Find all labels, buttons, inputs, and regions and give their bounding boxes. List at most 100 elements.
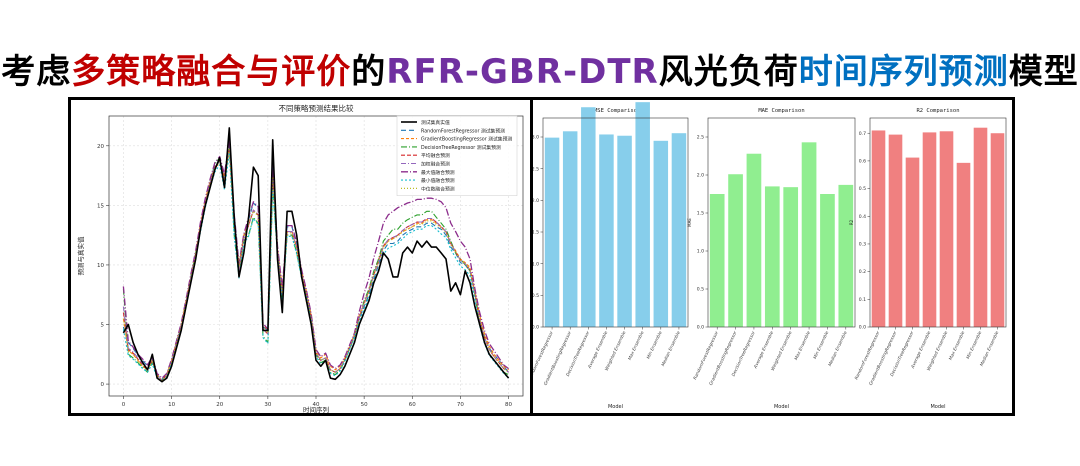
y-tick-label: 2.5 <box>697 135 704 141</box>
line-chart: 不同策略预测结果比较 0 10 20 30 40 50 60 70 80 0 5 10 15 20 时间序列 预… <box>76 103 524 414</box>
bar <box>888 134 903 327</box>
bar-chart-title: RMSE Comparison <box>591 108 641 114</box>
y-tick-label: 5 <box>101 323 105 329</box>
headline-part: 风光负荷 <box>658 52 799 92</box>
bar <box>617 135 632 327</box>
plot-frame <box>108 115 524 397</box>
y-tick-label: 10 <box>97 263 104 269</box>
bar <box>956 162 971 327</box>
bar <box>990 133 1005 327</box>
bar <box>801 142 817 327</box>
bar-chart-title: R2 Comparison <box>916 108 959 114</box>
bar <box>820 194 835 327</box>
x-tick-label: 20 <box>216 402 223 408</box>
legend-entry: DecisionTreeRegressor 测试集预测 <box>421 144 501 151</box>
y-tick-label: 0.2 <box>859 269 866 275</box>
line-chart-title: 不同策略预测结果比较 <box>279 103 354 113</box>
y-tick-label: 2.0 <box>697 173 704 179</box>
x-tick-label: 50 <box>361 402 368 408</box>
plot-frame <box>869 117 1007 328</box>
x-tick-label: 10 <box>168 402 175 408</box>
bar <box>783 187 799 327</box>
page-headline: 考虑多策略融合与评价的RFR-GBR-DTR风光负荷时间序列预测模型 <box>0 44 1080 100</box>
y-tick-label: 3.0 <box>533 135 539 141</box>
bar <box>671 133 687 327</box>
legend-entry: 最大值融合预测 <box>421 169 455 176</box>
x-tick-label: 0 <box>122 402 126 408</box>
x-tick-label: Average Ensemble <box>752 330 775 370</box>
x-tick-label: Median Ensemble <box>827 330 849 367</box>
x-tick-label: Min Ensemble <box>645 330 663 360</box>
x-tick-label: Max Ensemble <box>948 330 967 361</box>
bar <box>973 127 988 327</box>
y-tick-label: 20 <box>97 144 104 150</box>
x-tick-label: Average Ensemble <box>586 330 609 370</box>
bar <box>871 130 886 327</box>
y-axis-label: MAE <box>687 218 692 227</box>
headline-part: 的 <box>351 52 387 92</box>
headline-part: 多策略融合与评价 <box>71 52 352 92</box>
headline-part: 时间序列预测 <box>798 52 1009 92</box>
x-tick-label: Median Ensemble <box>979 330 1001 367</box>
x-tick-label: 40 <box>313 402 320 408</box>
bar <box>939 131 954 327</box>
y-tick-label: 0.3 <box>859 242 866 248</box>
bar <box>905 157 920 327</box>
legend-entry: 中位数融合预测 <box>421 185 455 192</box>
y-tick-label: 0.5 <box>533 293 539 299</box>
bar-charts: RMSE Comparison0.00.51.01.52.02.53.0Rand… <box>522 102 1007 410</box>
legend-entry: 平均融合预测 <box>421 152 450 159</box>
bar <box>746 153 762 327</box>
y-tick-label: 0.0 <box>533 325 539 331</box>
legend-entry: 最小值融合预测 <box>421 177 455 184</box>
y-tick-label: 0.0 <box>697 325 704 331</box>
x-tick-label: 30 <box>264 402 271 408</box>
x-tick-label: 70 <box>457 402 464 408</box>
x-axis-label: Model <box>930 404 945 410</box>
x-tick-label: 80 <box>505 402 512 408</box>
y-tick-label: 0.4 <box>859 214 866 220</box>
y-tick-label: 1.0 <box>697 249 704 255</box>
bar-chart-title: MAE Comparison <box>758 108 804 114</box>
headline-part: 模型 <box>1008 52 1079 92</box>
y-axis-label: 预测与真实值 <box>76 236 85 276</box>
series-line <box>122 142 509 382</box>
x-tick-label: Max Ensemble <box>627 330 646 361</box>
x-axis-label: Model <box>608 404 623 410</box>
y-tick-label: 1.0 <box>533 261 539 267</box>
bar <box>653 140 669 327</box>
x-tick-label: Min Ensemble <box>812 330 830 360</box>
bar-charts-panel: RMSE Comparison 0.0 0.5 1.0 1.5 2.0 2.5 3.0 Rand… <box>522 97 1015 416</box>
y-axis-label: R2 <box>849 219 854 225</box>
legend-entry: 测试集真实值 <box>421 119 450 126</box>
y-tick-label: 2.5 <box>533 166 539 172</box>
bar <box>709 194 725 327</box>
series-line <box>122 127 510 383</box>
legend-entry: GradientBoostingRegressor 测试集预测 <box>421 136 512 143</box>
y-tick-label: 0.1 <box>859 297 866 303</box>
y-tick-label: 1.5 <box>697 211 704 217</box>
bar <box>922 132 937 327</box>
y-tick-label: 0.7 <box>859 131 866 137</box>
bar <box>838 184 854 327</box>
bar <box>599 134 614 327</box>
bar <box>544 137 560 327</box>
y-tick-label: 0.5 <box>859 186 866 192</box>
y-tick-label: 0.5 <box>697 287 704 293</box>
headline-part: 考虑 <box>1 52 72 92</box>
legend-box <box>396 115 518 196</box>
y-tick-label: 0.6 <box>859 159 866 165</box>
plot-frame <box>707 117 856 328</box>
line-chart-panel: 不同策略预测结果比较 0 10 20 30 40 50 60 70 80 0 5 10 15 20 时间序列 预… <box>68 97 533 416</box>
x-tick-label: Min Ensemble <box>965 330 983 360</box>
x-tick-label: Max Ensemble <box>793 330 812 361</box>
bar <box>635 102 650 328</box>
y-tick-label: 0 <box>101 382 105 388</box>
bar <box>581 107 596 327</box>
y-tick-label: 1.5 <box>533 230 539 236</box>
bar <box>728 174 743 327</box>
bar <box>562 131 578 327</box>
legend-entry: 加权融合预测 <box>421 161 450 168</box>
x-axis-label: Model <box>774 404 789 410</box>
headline-part: RFR-GBR-DTR <box>386 52 659 92</box>
